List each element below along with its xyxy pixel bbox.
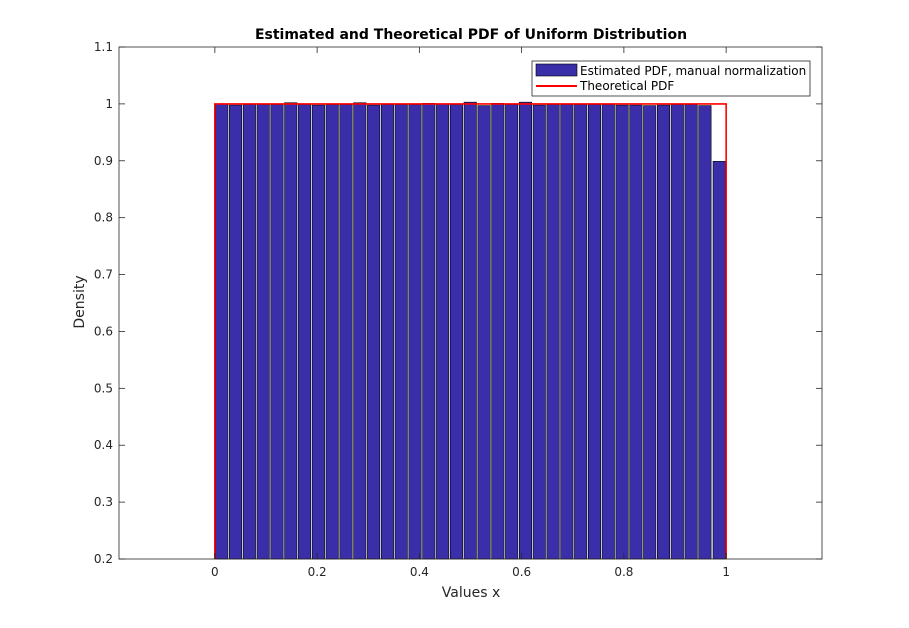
histogram-bar (643, 105, 657, 560)
y-tick-label: 0.4 (94, 438, 113, 452)
histogram-bar (463, 101, 477, 560)
x-tick-label: 0.2 (308, 565, 327, 579)
histogram-bars (215, 101, 726, 560)
histogram-bar (505, 104, 519, 560)
histogram-bar (615, 104, 629, 560)
histogram-bar (311, 104, 325, 560)
histogram-bar (367, 104, 381, 560)
y-tick-label: 1 (105, 97, 113, 111)
histogram-bar (532, 104, 546, 560)
histogram-bar (477, 105, 491, 560)
histogram-bar (670, 104, 684, 560)
histogram-bar (436, 103, 450, 560)
y-tick-label: 0.7 (94, 268, 113, 282)
histogram-bar (684, 104, 698, 560)
y-tick-label: 0.6 (94, 324, 113, 338)
theoretical-pdf-polyline (214, 103, 727, 559)
histogram-bar (587, 104, 601, 560)
histogram-bar (215, 103, 229, 560)
y-axis-label: Density (72, 275, 88, 328)
axes: 0 0.2 0.4 0.6 0.8 1 0.2 0.3 0.4 0.5 0.6 0.7 0.8 0.9 1 1… (94, 40, 823, 579)
histogram-bar (298, 104, 312, 560)
histogram-bar (339, 104, 353, 560)
histogram-bar (560, 104, 574, 560)
legend-bar-swatch (535, 63, 578, 77)
histogram-bar (546, 104, 560, 560)
histogram-bar (712, 161, 726, 560)
y-tick-label: 0.5 (94, 381, 113, 395)
histogram-bar (229, 104, 243, 560)
histogram-bar (284, 102, 298, 560)
histogram-bar (325, 104, 339, 560)
histogram-bar (394, 104, 408, 560)
x-tick-label: 0.8 (614, 565, 633, 579)
histogram-bar (518, 101, 532, 560)
axes-box (118, 46, 823, 560)
theoretical-pdf-line (214, 103, 727, 559)
histogram-bar (270, 104, 284, 560)
x-tick-label: 0.6 (512, 565, 531, 579)
x-tick-label: 0 (211, 565, 219, 579)
y-tick-label: 1.1 (94, 40, 113, 54)
histogram-bar (491, 103, 505, 560)
histogram-bar (408, 104, 422, 560)
histogram-bar (574, 104, 588, 560)
histogram-bar (601, 104, 615, 560)
legend-box (531, 60, 811, 97)
y-tick-label: 0.3 (94, 495, 113, 509)
legend: Estimated PDF, manual normalization Theo… (531, 60, 811, 97)
histogram-bar (242, 104, 256, 560)
x-tick-label: 0.4 (410, 565, 429, 579)
y-tick-label: 0.9 (94, 154, 113, 168)
histogram-bar (422, 103, 436, 560)
chart-title: Estimated and Theoretical PDF of Uniform… (255, 27, 687, 43)
y-tick-label: 0.8 (94, 211, 113, 225)
histogram-bar (629, 104, 643, 560)
legend-label-theoretical: Theoretical PDF (579, 79, 674, 93)
histogram-bar (449, 104, 463, 560)
histogram-bar (380, 104, 394, 560)
histogram-bar (256, 104, 270, 560)
legend-label-estimated: Estimated PDF, manual normalization (580, 64, 806, 78)
histogram-bar (698, 105, 712, 560)
x-tick-label: 1 (722, 565, 730, 579)
histogram-bar (353, 102, 367, 560)
histogram-bar (656, 104, 671, 560)
x-axis-label: Values x (442, 585, 500, 601)
y-tick-label: 0.2 (94, 552, 113, 566)
